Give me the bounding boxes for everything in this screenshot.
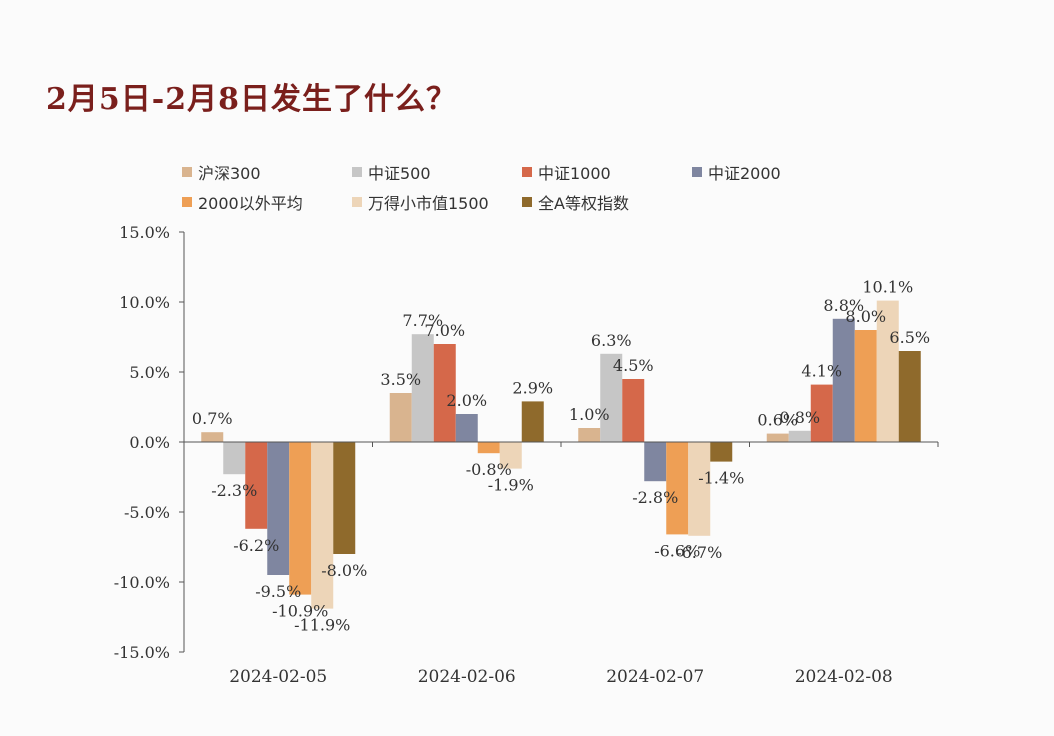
data-label: -11.9%: [294, 616, 350, 635]
legend-swatch: [182, 167, 192, 177]
legend-swatch: [522, 197, 532, 207]
bar: [201, 432, 224, 442]
bar: [578, 428, 601, 442]
bar: [898, 351, 921, 442]
legend-swatch: [182, 197, 192, 207]
page-title: 2月5日-2月8日发生了什么？: [46, 82, 457, 117]
bar: [411, 334, 434, 442]
data-label: 6.3%: [591, 331, 632, 350]
legend-item-alla-equal: 全A等权指数: [522, 190, 629, 214]
data-label: 7.0%: [424, 321, 465, 340]
bar: [389, 393, 412, 442]
bar: [788, 430, 811, 442]
data-label: 2.9%: [512, 378, 553, 397]
bar: [245, 442, 268, 529]
legend-swatch: [692, 167, 702, 177]
bar: [223, 442, 246, 475]
y-tick-label: -15.0%: [114, 643, 170, 662]
x-tick-label: 2024-02-07: [606, 667, 704, 687]
legend-label: 中证500: [368, 164, 431, 183]
bar: [267, 442, 290, 575]
bar: [521, 401, 544, 442]
bar: [600, 353, 623, 442]
legend-item-zz500: 中证500: [352, 160, 431, 184]
data-label: -6.6%: [654, 541, 700, 560]
data-label: 8.8%: [823, 296, 864, 315]
bar: [333, 442, 356, 554]
legend-label: 全A等权指数: [538, 194, 629, 213]
data-label: 7.7%: [402, 311, 443, 330]
bar: [622, 379, 645, 442]
legend-swatch: [352, 197, 362, 207]
x-tick-label: 2024-02-08: [795, 667, 893, 687]
data-label: 1.0%: [569, 405, 610, 424]
y-tick-label: 15.0%: [119, 223, 170, 242]
legend-label: 中证1000: [538, 164, 611, 183]
legend-label: 中证2000: [708, 164, 781, 183]
data-label: -1.4%: [698, 469, 744, 488]
data-label: 2.0%: [446, 391, 487, 410]
legend-item-zz2000: 中证2000: [692, 160, 781, 184]
data-label: -2.3%: [211, 481, 257, 500]
data-label: -2.8%: [632, 488, 678, 507]
legend-label: 万得小市值1500: [368, 194, 489, 213]
data-label: -9.5%: [255, 582, 301, 601]
bar: [854, 330, 877, 442]
bar: [710, 442, 733, 462]
legend-item-non2000-avg: 2000以外平均: [182, 190, 303, 214]
data-label: 0.7%: [192, 409, 233, 428]
data-label: 0.8%: [779, 408, 820, 427]
y-tick-label: 0.0%: [129, 433, 170, 452]
y-tick-label: -5.0%: [124, 503, 170, 522]
legend-label: 沪深300: [198, 164, 261, 183]
data-label: 10.1%: [862, 278, 913, 297]
data-label: 4.5%: [613, 356, 654, 375]
legend-item-wind-small1500: 万得小市值1500: [352, 190, 489, 214]
bar: [832, 318, 855, 442]
y-tick-label: -10.0%: [114, 573, 170, 592]
legend-item-hs300: 沪深300: [182, 160, 261, 184]
data-label: -6.2%: [233, 536, 279, 555]
legend-item-zz1000: 中证1000: [522, 160, 611, 184]
data-label: 8.0%: [845, 307, 886, 326]
bar: [766, 433, 789, 442]
legend-swatch: [522, 167, 532, 177]
y-tick-label: 5.0%: [129, 363, 170, 382]
data-label: -10.9%: [272, 602, 328, 621]
bar: [289, 442, 312, 595]
data-label: 6.5%: [889, 328, 930, 347]
bar: [688, 442, 711, 536]
data-label: 3.5%: [380, 370, 421, 389]
x-tick-label: 2024-02-06: [418, 667, 516, 687]
legend-swatch: [352, 167, 362, 177]
bar: [644, 442, 667, 482]
data-label: -1.9%: [488, 476, 534, 495]
y-tick-label: 10.0%: [119, 293, 170, 312]
bar: [810, 384, 833, 442]
bar: [666, 442, 689, 535]
bar: [455, 414, 478, 442]
data-label: 4.1%: [801, 362, 842, 381]
data-label: 0.6%: [757, 411, 798, 430]
legend-label: 2000以外平均: [198, 194, 303, 213]
x-tick-label: 2024-02-05: [229, 667, 327, 687]
bar: [876, 300, 899, 442]
data-label: -8.0%: [321, 561, 367, 580]
bar: [477, 442, 500, 454]
bar: [311, 442, 334, 609]
data-label: -0.8%: [466, 460, 512, 479]
bar: [433, 344, 456, 442]
bar: [499, 442, 522, 469]
data-label: -6.7%: [676, 543, 722, 562]
